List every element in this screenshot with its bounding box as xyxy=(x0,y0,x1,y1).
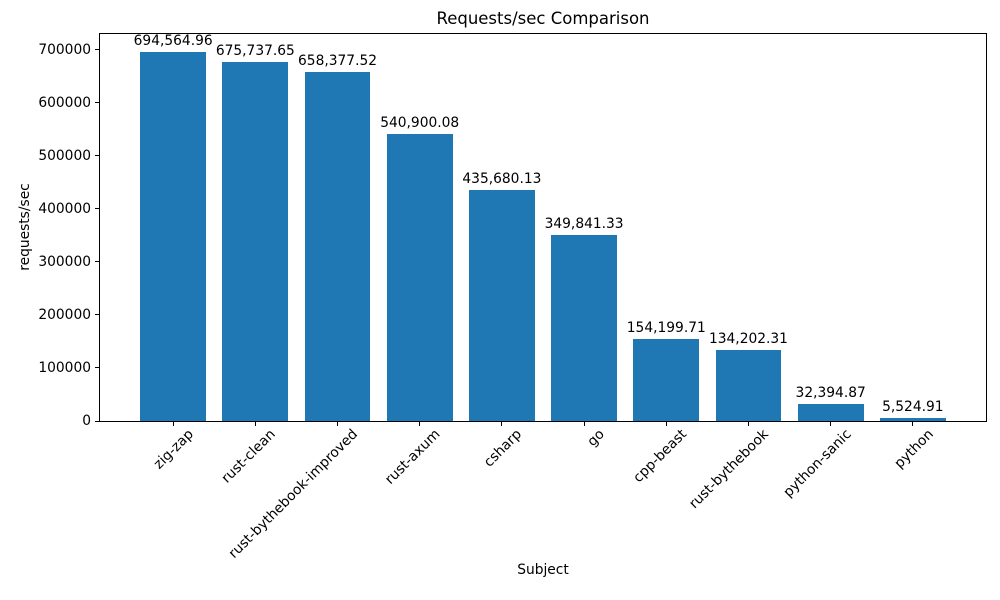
y-tick-mark xyxy=(95,102,100,104)
y-tick-label: 400000 xyxy=(38,200,91,217)
x-tick-mark xyxy=(583,421,585,426)
bar xyxy=(304,71,371,421)
bar-value-label: 154,199.71 xyxy=(626,320,706,337)
y-tick-label: 100000 xyxy=(38,359,91,376)
y-tick-label: 0 xyxy=(82,413,91,429)
bar xyxy=(715,349,782,421)
bar-value-label: 32,394.87 xyxy=(795,384,866,401)
x-tick-label: rust-clean xyxy=(218,426,279,487)
x-tick-label: cpp-beast xyxy=(630,426,690,486)
bar-value-label: 694,564.96 xyxy=(133,33,213,50)
bar-value-label: 349,841.33 xyxy=(544,216,624,233)
x-tick-label: python-sanic xyxy=(779,426,855,501)
bar-value-label: 658,377.52 xyxy=(298,52,378,69)
x-tick-mark xyxy=(254,421,256,426)
x-tick-label: zig-zap xyxy=(150,426,197,473)
x-tick-mark xyxy=(172,421,174,426)
x-tick-label: rust-axum xyxy=(381,426,444,488)
x-tick-label: python xyxy=(891,426,937,472)
y-axis-ticks: 0 100000 200000 300000 400000 500000 600000 700… xyxy=(38,34,986,428)
y-tick-label: 300000 xyxy=(38,253,91,270)
x-tick-mark xyxy=(337,421,339,426)
bar-value-label: 5,524.91 xyxy=(882,399,944,416)
bar xyxy=(469,189,535,421)
y-tick-label: 700000 xyxy=(38,41,91,58)
y-tick-label: 200000 xyxy=(38,306,91,323)
bar-value-label: 134,202.31 xyxy=(708,330,788,347)
x-axis-label: Subject xyxy=(517,562,569,578)
x-tick-label: rust-bythebook xyxy=(686,426,773,512)
x-tick-mark xyxy=(501,421,503,426)
x-axis-ticks: zig-zap rust-clean rust-bythebook-improved… xyxy=(100,34,986,562)
y-tick-mark xyxy=(95,314,100,316)
bar xyxy=(879,418,946,421)
plot-area: 694,564.96 675,737.65 658,377.52 540,900.08… xyxy=(38,33,987,562)
y-tick-mark xyxy=(95,367,100,369)
bar xyxy=(551,235,617,421)
y-tick-label: 600000 xyxy=(38,94,91,111)
bar-value-label: 540,900.08 xyxy=(380,114,460,131)
bar-value-label: 675,737.65 xyxy=(215,43,295,60)
bar xyxy=(140,52,207,421)
x-tick-mark xyxy=(830,421,832,426)
y-tick-label: 500000 xyxy=(38,147,91,164)
y-tick-mark xyxy=(95,261,100,263)
y-axis-label: requests/sec xyxy=(17,183,33,271)
bar xyxy=(633,339,700,421)
bar xyxy=(222,62,289,421)
x-tick-label: csharp xyxy=(481,426,526,471)
bar xyxy=(797,403,864,421)
bar-labels-container: 694,564.96 675,737.65 658,377.52 540,900.08… xyxy=(100,34,986,421)
bar xyxy=(386,133,453,421)
x-tick-mark xyxy=(665,421,667,426)
y-tick-mark xyxy=(95,49,100,51)
x-tick-mark xyxy=(419,421,421,426)
y-tick-mark xyxy=(95,420,100,422)
x-tick-mark xyxy=(747,421,749,426)
bar-value-label: 435,680.13 xyxy=(462,170,542,187)
x-tick-label: go xyxy=(584,426,608,450)
y-tick-mark xyxy=(95,155,100,157)
chart-title: Requests/sec Comparison xyxy=(436,9,650,28)
y-tick-mark xyxy=(95,208,100,210)
bars-container xyxy=(100,34,986,421)
x-tick-mark xyxy=(912,421,914,426)
